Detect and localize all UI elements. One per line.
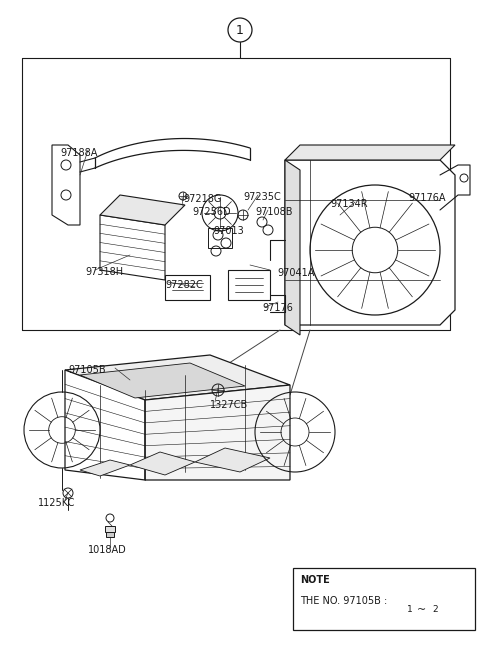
Text: 1: 1	[236, 24, 244, 37]
Text: 97256D: 97256D	[192, 207, 230, 217]
Text: 97318H: 97318H	[85, 267, 123, 277]
Polygon shape	[285, 145, 455, 160]
Polygon shape	[65, 355, 290, 400]
Text: 1125KC: 1125KC	[38, 498, 75, 508]
Text: 97105B: 97105B	[68, 365, 106, 375]
Text: 97176: 97176	[262, 303, 293, 313]
Text: 97134R: 97134R	[330, 199, 368, 209]
Polygon shape	[208, 228, 232, 248]
Text: ~: ~	[418, 605, 427, 615]
Text: 97176A: 97176A	[408, 193, 445, 203]
Text: 97188A: 97188A	[60, 148, 97, 158]
Text: 97041A: 97041A	[277, 268, 314, 278]
Text: 1327CB: 1327CB	[210, 400, 248, 410]
Bar	[106, 532, 114, 537]
Bar	[105, 526, 115, 532]
Polygon shape	[80, 363, 245, 398]
Polygon shape	[145, 385, 290, 480]
Polygon shape	[100, 215, 165, 280]
Text: 97013: 97013	[213, 226, 244, 236]
Text: THE NO. 97105B :: THE NO. 97105B :	[300, 596, 387, 606]
Text: 1018AD: 1018AD	[88, 545, 127, 555]
FancyBboxPatch shape	[293, 568, 475, 630]
Polygon shape	[65, 370, 145, 480]
Polygon shape	[228, 270, 270, 300]
Polygon shape	[285, 160, 300, 335]
Polygon shape	[195, 448, 270, 472]
Polygon shape	[80, 460, 130, 476]
Text: 1: 1	[407, 605, 413, 615]
Text: 97235C: 97235C	[243, 192, 281, 202]
Text: 97108B: 97108B	[255, 207, 292, 217]
Text: 97218G: 97218G	[183, 194, 221, 204]
Polygon shape	[165, 275, 210, 300]
Polygon shape	[285, 160, 455, 325]
Polygon shape	[100, 195, 185, 225]
Text: 2: 2	[432, 605, 438, 615]
Text: NOTE: NOTE	[300, 575, 330, 585]
Polygon shape	[130, 452, 195, 475]
Text: 97282C: 97282C	[165, 280, 203, 290]
Polygon shape	[52, 145, 80, 225]
